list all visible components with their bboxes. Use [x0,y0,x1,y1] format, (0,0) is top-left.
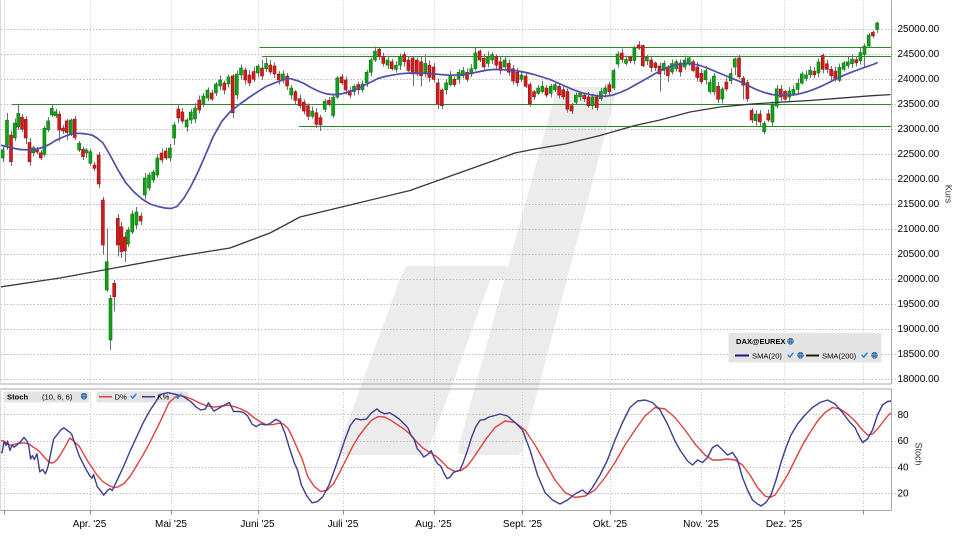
svg-text:22000.00: 22000.00 [898,174,940,185]
svg-text:24000.00: 24000.00 [898,74,940,85]
svg-text:SMA(200): SMA(200) [822,351,857,360]
svg-text:19000.00: 19000.00 [898,324,940,335]
svg-text:24500.00: 24500.00 [898,49,940,60]
svg-text:Sept. '25: Sept. '25 [503,519,543,530]
svg-text:Juni '25: Juni '25 [240,519,275,530]
svg-text:Juli '25: Juli '25 [328,519,359,530]
svg-text:40: 40 [898,462,910,473]
svg-text:21000.00: 21000.00 [898,224,940,235]
svg-text:Apr. '25: Apr. '25 [73,519,107,530]
svg-text:K%: K% [158,393,170,402]
svg-text:23000.00: 23000.00 [898,124,940,135]
svg-text:21500.00: 21500.00 [898,199,940,210]
svg-text:20: 20 [898,489,910,500]
svg-text:(10, 6, 6): (10, 6, 6) [42,393,73,402]
svg-text:Nov. '25: Nov. '25 [683,519,719,530]
svg-text:DAX@EUREX: DAX@EUREX [736,337,786,346]
svg-text:19500.00: 19500.00 [898,299,940,310]
svg-text:60: 60 [898,436,910,447]
svg-text:Aug. '25: Aug. '25 [415,519,452,530]
svg-text:Mai '25: Mai '25 [155,519,187,530]
svg-text:Dez. '25: Dez. '25 [766,519,803,530]
svg-text:80: 80 [898,410,910,421]
svg-text:Stoch: Stoch [914,442,924,465]
svg-text:25000.00: 25000.00 [898,24,940,35]
svg-text:Kurs: Kurs [944,185,954,204]
svg-text:18500.00: 18500.00 [898,349,940,360]
svg-text:20000.00: 20000.00 [898,274,940,285]
svg-text:23500.00: 23500.00 [898,99,940,110]
svg-text:SMA(20): SMA(20) [752,351,782,360]
svg-text:Stoch: Stoch [7,393,28,402]
svg-text:22500.00: 22500.00 [898,149,940,160]
svg-text:18000.00: 18000.00 [898,374,940,385]
svg-text:20500.00: 20500.00 [898,249,940,260]
svg-text:D%: D% [115,393,127,402]
svg-text:Okt. '25: Okt. '25 [593,519,628,530]
